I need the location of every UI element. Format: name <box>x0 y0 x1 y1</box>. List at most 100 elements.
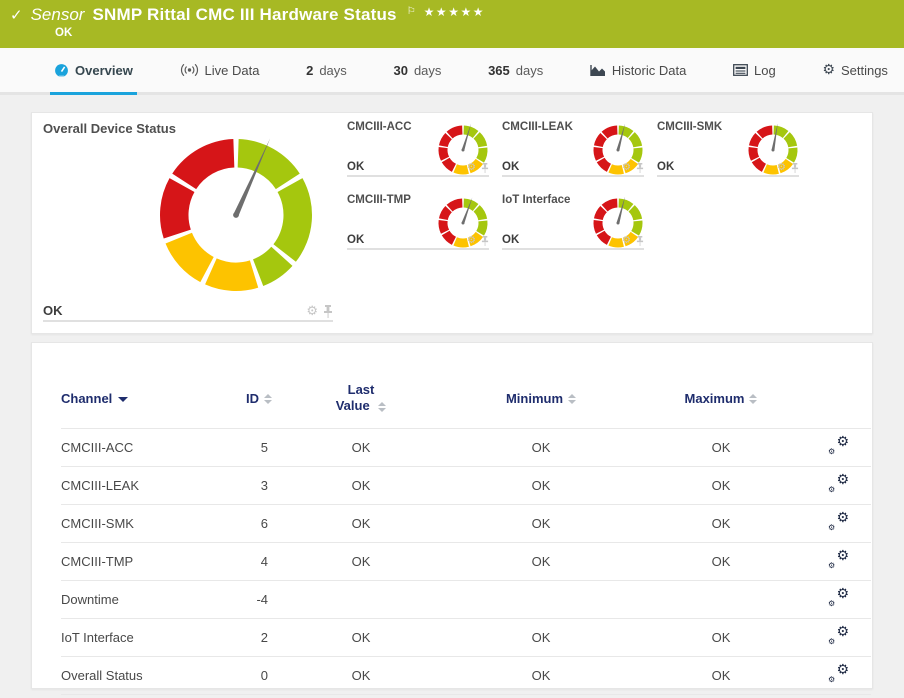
gear-icon[interactable]: ⚙ <box>622 235 631 246</box>
channel-settings-icon[interactable]: ⚙ ⚙ <box>828 510 849 532</box>
pin-icon[interactable] <box>636 236 644 246</box>
flag-icon[interactable]: ⚐ <box>406 6 416 17</box>
channel-settings-icon[interactable]: ⚙ ⚙ <box>828 662 849 684</box>
tab-label: Live Data <box>204 62 260 78</box>
mini-gauge-cmciii-leak: CMCIII-LEAK OK ⚙ <box>502 121 644 177</box>
sensor-header: ✓ Sensor SNMP Rittal CMC III Hardware St… <box>0 0 904 48</box>
channel-last-value <box>276 580 446 619</box>
pin-icon[interactable] <box>636 163 644 173</box>
gauge-status-value: OK <box>347 234 365 246</box>
channel-id: 5 <box>231 428 276 467</box>
gauge-footer: OK ⚙ <box>347 234 489 250</box>
overall-status-gauge <box>156 135 316 295</box>
table-row-iot-interface: IoT Interface 2 OK OK OK ⚙ ⚙ <box>61 618 871 657</box>
tab-2-days[interactable]: 2 days <box>302 48 351 95</box>
channel-minimum <box>446 580 636 619</box>
channel-table-panel: Channel ID Last Value Minimum Maximum <box>31 342 873 695</box>
table-row-downtime: Downtime -4 ⚙ ⚙ <box>61 580 871 619</box>
table-row-cmciii-acc: CMCIII-ACC 5 OK OK OK ⚙ ⚙ <box>61 428 871 467</box>
sensor-status-text: OK <box>55 27 73 39</box>
channel-name: IoT Interface <box>61 618 231 657</box>
pin-icon[interactable] <box>481 163 489 173</box>
tab-label: Settings <box>840 62 888 78</box>
channel-settings-icon[interactable]: ⚙ ⚙ <box>828 434 849 456</box>
channel-name: Overall Status <box>61 656 231 695</box>
table-row-cmciii-leak: CMCIII-LEAK 3 OK OK OK ⚙ ⚙ <box>61 466 871 505</box>
table-row-overall-status: Overall Status 0 OK OK OK ⚙ ⚙ <box>61 656 871 695</box>
channel-id: 3 <box>231 466 276 505</box>
mini-gauge-cmciii-smk: CMCIII-SMK OK ⚙ <box>657 121 799 177</box>
mini-gauge-empty-slot <box>657 194 799 250</box>
priority-stars-icon[interactable]: ★★★★★ <box>423 5 485 19</box>
tab-number: 30 <box>393 62 408 78</box>
gear-icon[interactable]: ⚙ <box>467 162 476 173</box>
column-header-channel[interactable]: Channel <box>61 368 231 429</box>
gauge-footer: OK ⚙ <box>347 161 489 177</box>
tab-30-days[interactable]: 30 days <box>389 48 445 95</box>
channel-minimum: OK <box>446 428 636 467</box>
channel-settings-icon[interactable]: ⚙ ⚙ <box>828 548 849 570</box>
channel-gauge-title: CMCIII-LEAK <box>502 121 573 133</box>
gear-icon[interactable]: ⚙ <box>777 162 786 173</box>
column-header-maximum[interactable]: Maximum <box>636 368 806 429</box>
gear-icon[interactable]: ⚙ <box>622 162 631 173</box>
tab-number: 2 <box>306 62 314 78</box>
gauge-title: Overall Device Status <box>43 121 176 136</box>
tab-unit: days <box>413 62 442 78</box>
status-check-icon: ✓ <box>10 6 23 24</box>
pin-icon[interactable] <box>481 236 489 246</box>
channel-settings-icon[interactable]: ⚙ ⚙ <box>828 472 849 494</box>
channel-id: 2 <box>231 618 276 657</box>
table-header-row: Channel ID Last Value Minimum Maximum <box>61 368 871 429</box>
channel-id: 6 <box>231 504 276 543</box>
channel-maximum: OK <box>636 504 806 543</box>
gauge-footer: OK ⚙ <box>657 161 799 177</box>
tab-label: Historic Data <box>611 62 687 78</box>
overview-gauges-panel: Overall Device Status OK ⚙ <box>31 112 873 334</box>
gear-icon[interactable]: ⚙ <box>467 235 476 246</box>
channel-maximum: OK <box>636 656 806 695</box>
channel-last-value: OK <box>276 466 446 505</box>
table-row-cmciii-tmp: CMCIII-TMP 4 OK OK OK ⚙ ⚙ <box>61 542 871 581</box>
channel-minimum: OK <box>446 656 636 695</box>
object-kind-label: Sensor <box>30 5 85 24</box>
column-header-id[interactable]: ID <box>231 368 276 429</box>
pin-icon[interactable] <box>791 163 799 173</box>
column-header-actions <box>806 368 871 429</box>
channel-table-body: CMCIII-ACC 5 OK OK OK ⚙ ⚙ CMCIII-LEAK 3 O… <box>61 428 871 695</box>
sort-icon <box>264 394 272 405</box>
channel-settings-icon[interactable]: ⚙ ⚙ <box>828 624 849 646</box>
channel-settings-icon[interactable]: ⚙ ⚙ <box>828 586 849 608</box>
channel-gauge <box>592 196 644 249</box>
channel-minimum: OK <box>446 466 636 505</box>
channel-last-value: OK <box>276 504 446 543</box>
gear-icon[interactable]: ⚙ <box>306 304 318 319</box>
channel-id: -4 <box>231 580 276 619</box>
tab-live-data[interactable]: Live Data <box>176 48 264 95</box>
column-header-last-value[interactable]: Last Value <box>276 368 446 429</box>
column-header-minimum[interactable]: Minimum <box>446 368 636 429</box>
channel-gauge <box>592 123 644 176</box>
channel-name: CMCIII-ACC <box>61 428 231 467</box>
sort-icon <box>568 394 577 405</box>
sort-icon <box>749 394 758 405</box>
tab-overview[interactable]: Overview <box>50 48 137 95</box>
channel-gauge-title: CMCIII-ACC <box>347 121 412 133</box>
page-content: Overall Device Status OK ⚙ <box>0 112 904 695</box>
channel-last-value: OK <box>276 542 446 581</box>
tab-log[interactable]: Log <box>729 48 780 95</box>
mini-gauge-cmciii-acc: CMCIII-ACC OK ⚙ <box>347 121 489 177</box>
tab-bar: Overview Live Data 2 days 30 days 365 da… <box>0 48 904 95</box>
tab-historic-data[interactable]: Historic Data <box>586 48 690 95</box>
gauge-footer: OK ⚙ <box>502 234 644 250</box>
channel-gauge <box>437 197 489 249</box>
sort-icon <box>378 401 387 412</box>
tab-365-days[interactable]: 365 days <box>484 48 547 95</box>
channel-gauge-title: CMCIII-SMK <box>657 121 723 133</box>
pin-icon[interactable] <box>323 305 333 318</box>
tab-unit: days <box>515 62 544 78</box>
channel-maximum: OK <box>636 466 806 505</box>
channel-gauge <box>437 123 489 176</box>
tab-settings[interactable]: ⚙ Settings <box>818 48 892 95</box>
